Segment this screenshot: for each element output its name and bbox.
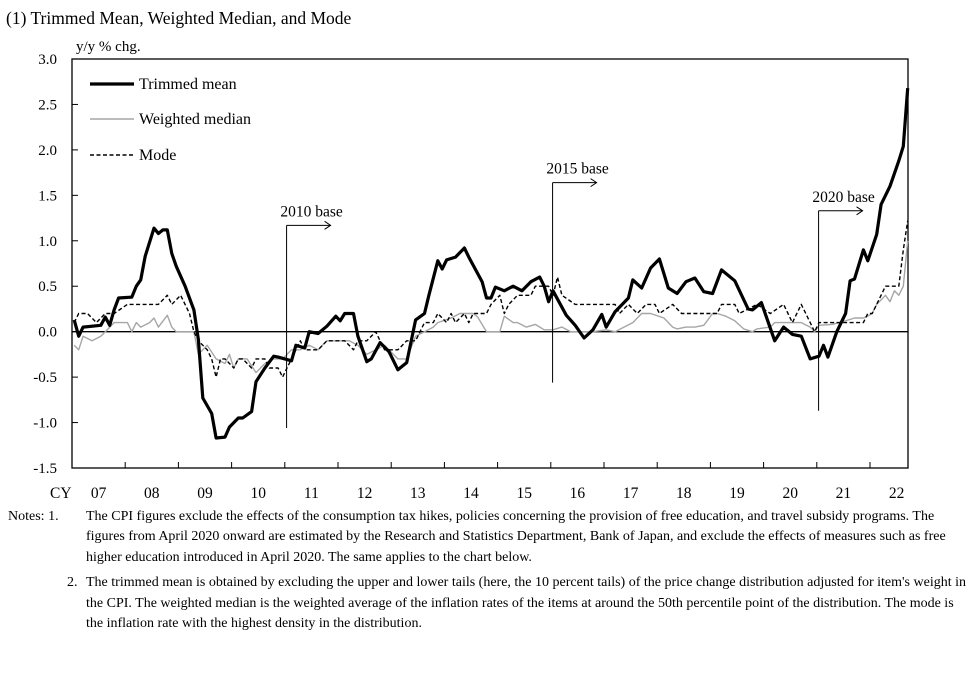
base-annotation: 2010 base bbox=[280, 203, 343, 429]
series-line-mode bbox=[73, 220, 909, 378]
note-text: The trimmed mean is obtained by excludin… bbox=[86, 575, 966, 632]
legend-item: Trimmed mean bbox=[90, 76, 237, 93]
x-tick-label: 17 bbox=[623, 485, 639, 502]
y-tick-label: 3.0 bbox=[38, 52, 57, 68]
note-number: 2. bbox=[67, 575, 78, 591]
y-tick-label: 2.5 bbox=[38, 97, 57, 113]
base-label: 2020 base bbox=[812, 189, 875, 206]
y-axis-label: y/y % chg. bbox=[76, 39, 141, 55]
base-label: 2010 base bbox=[280, 203, 343, 220]
base-annotation: 2015 base bbox=[546, 161, 609, 383]
y-tick-label: -1.0 bbox=[33, 416, 57, 432]
x-tick-label: 11 bbox=[304, 485, 319, 502]
x-axis-label: CY bbox=[50, 485, 72, 502]
y-tick-label: -1.5 bbox=[33, 461, 57, 477]
arrow-right-icon bbox=[590, 178, 598, 188]
x-tick-label: 14 bbox=[463, 485, 479, 502]
arrow-right-icon bbox=[324, 220, 332, 230]
series-line-weighted-median bbox=[73, 240, 909, 374]
note-1: Notes: 1. The CPI figures exclude the ef… bbox=[8, 507, 968, 568]
y-tick-label: 2.0 bbox=[38, 143, 57, 159]
legend-label: Trimmed mean bbox=[139, 76, 237, 93]
legend-item: Weighted median bbox=[90, 111, 251, 128]
x-tick-label: 07 bbox=[91, 485, 107, 502]
legend-label: Mode bbox=[139, 147, 176, 164]
note-number: 1. bbox=[48, 509, 59, 524]
x-tick-label: 22 bbox=[889, 485, 905, 502]
x-tick-label: 15 bbox=[516, 485, 532, 502]
base-label: 2015 base bbox=[546, 161, 609, 178]
base-annotations: 2010 base 2015 base 2020 base bbox=[280, 161, 875, 429]
notes-prefix: Notes: bbox=[8, 509, 45, 524]
y-tick-label: 1.0 bbox=[38, 234, 57, 250]
x-tick-label: 16 bbox=[570, 485, 586, 502]
legend-item: Mode bbox=[90, 147, 176, 164]
plot-frame bbox=[71, 58, 909, 469]
x-tick-label: 08 bbox=[144, 485, 160, 502]
x-tick-label: 18 bbox=[676, 485, 692, 502]
y-tick-label: 0.5 bbox=[38, 279, 57, 295]
x-tick-label: 10 bbox=[250, 485, 266, 502]
base-annotation: 2020 base bbox=[812, 189, 875, 411]
x-tick-label: 13 bbox=[410, 485, 426, 502]
notes: Notes: 1. The CPI figures exclude the ef… bbox=[8, 507, 968, 634]
x-tick-label: 19 bbox=[729, 485, 745, 502]
note-2: 2. The trimmed mean is obtained by exclu… bbox=[8, 573, 968, 634]
axes: 3.0 2.5 2.0 1.5 1.0 0.5 0.0 -0.5 -1.0 -1.5 y/y % c… bbox=[33, 39, 909, 502]
legend: Trimmed mean Weighted median Mode bbox=[90, 76, 251, 164]
x-tick-label: 12 bbox=[357, 485, 373, 502]
arrow-right-icon bbox=[856, 206, 864, 216]
chart-title: (1) Trimmed Mean, Weighted Median, and M… bbox=[6, 8, 352, 28]
y-tick-label: 0.0 bbox=[38, 325, 57, 341]
y-tick-label: -0.5 bbox=[33, 370, 57, 386]
legend-label: Weighted median bbox=[139, 111, 251, 128]
note-text: The CPI figures exclude the effects of t… bbox=[86, 509, 946, 565]
chart: 3.0 2.5 2.0 1.5 1.0 0.5 0.0 -0.5 -1.0 -1.5 y/y % c… bbox=[33, 39, 910, 502]
x-tick-label: 09 bbox=[197, 485, 213, 502]
x-tick-label: 21 bbox=[836, 485, 852, 502]
series-line-trimmed-mean bbox=[72, 87, 910, 440]
y-tick-label: 1.5 bbox=[38, 188, 57, 204]
x-tick-label: 20 bbox=[782, 485, 798, 502]
series-lines bbox=[72, 87, 910, 440]
